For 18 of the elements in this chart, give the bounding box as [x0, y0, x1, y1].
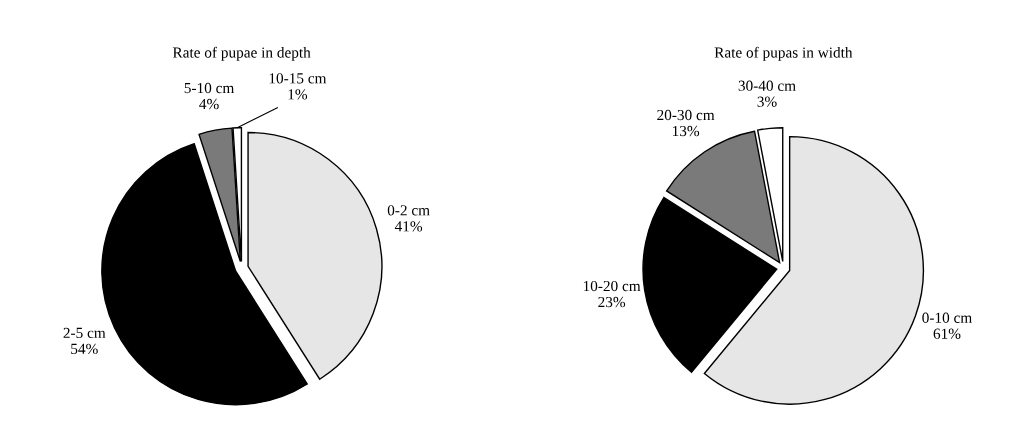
slice-label: 2-5 cm — [63, 327, 106, 339]
slice-label: 10-20 cm — [583, 280, 641, 292]
data-label: 13% — [672, 125, 700, 137]
slice-label: 10-15 cm — [269, 73, 327, 84]
data-label: 61% — [933, 328, 961, 339]
slice-label: 5-10 cm — [184, 82, 235, 94]
data-label: 23% — [598, 296, 626, 308]
data-label: 41% — [394, 221, 423, 232]
slice-label: 0-10 cm — [922, 312, 972, 323]
data-label: 3% — [757, 96, 777, 107]
data-label: 4% — [199, 98, 219, 110]
slice-label: 0-2 cm — [387, 205, 430, 216]
data-label: 1% — [288, 89, 308, 100]
chart-title: Rate of pupae in depth — [172, 46, 311, 61]
data-label: 54% — [71, 343, 98, 355]
slice-label: 30-40 cm — [738, 80, 796, 91]
chart-title: Rate of pupas in width — [714, 46, 853, 61]
slice-label: 20-30 cm — [657, 109, 715, 121]
